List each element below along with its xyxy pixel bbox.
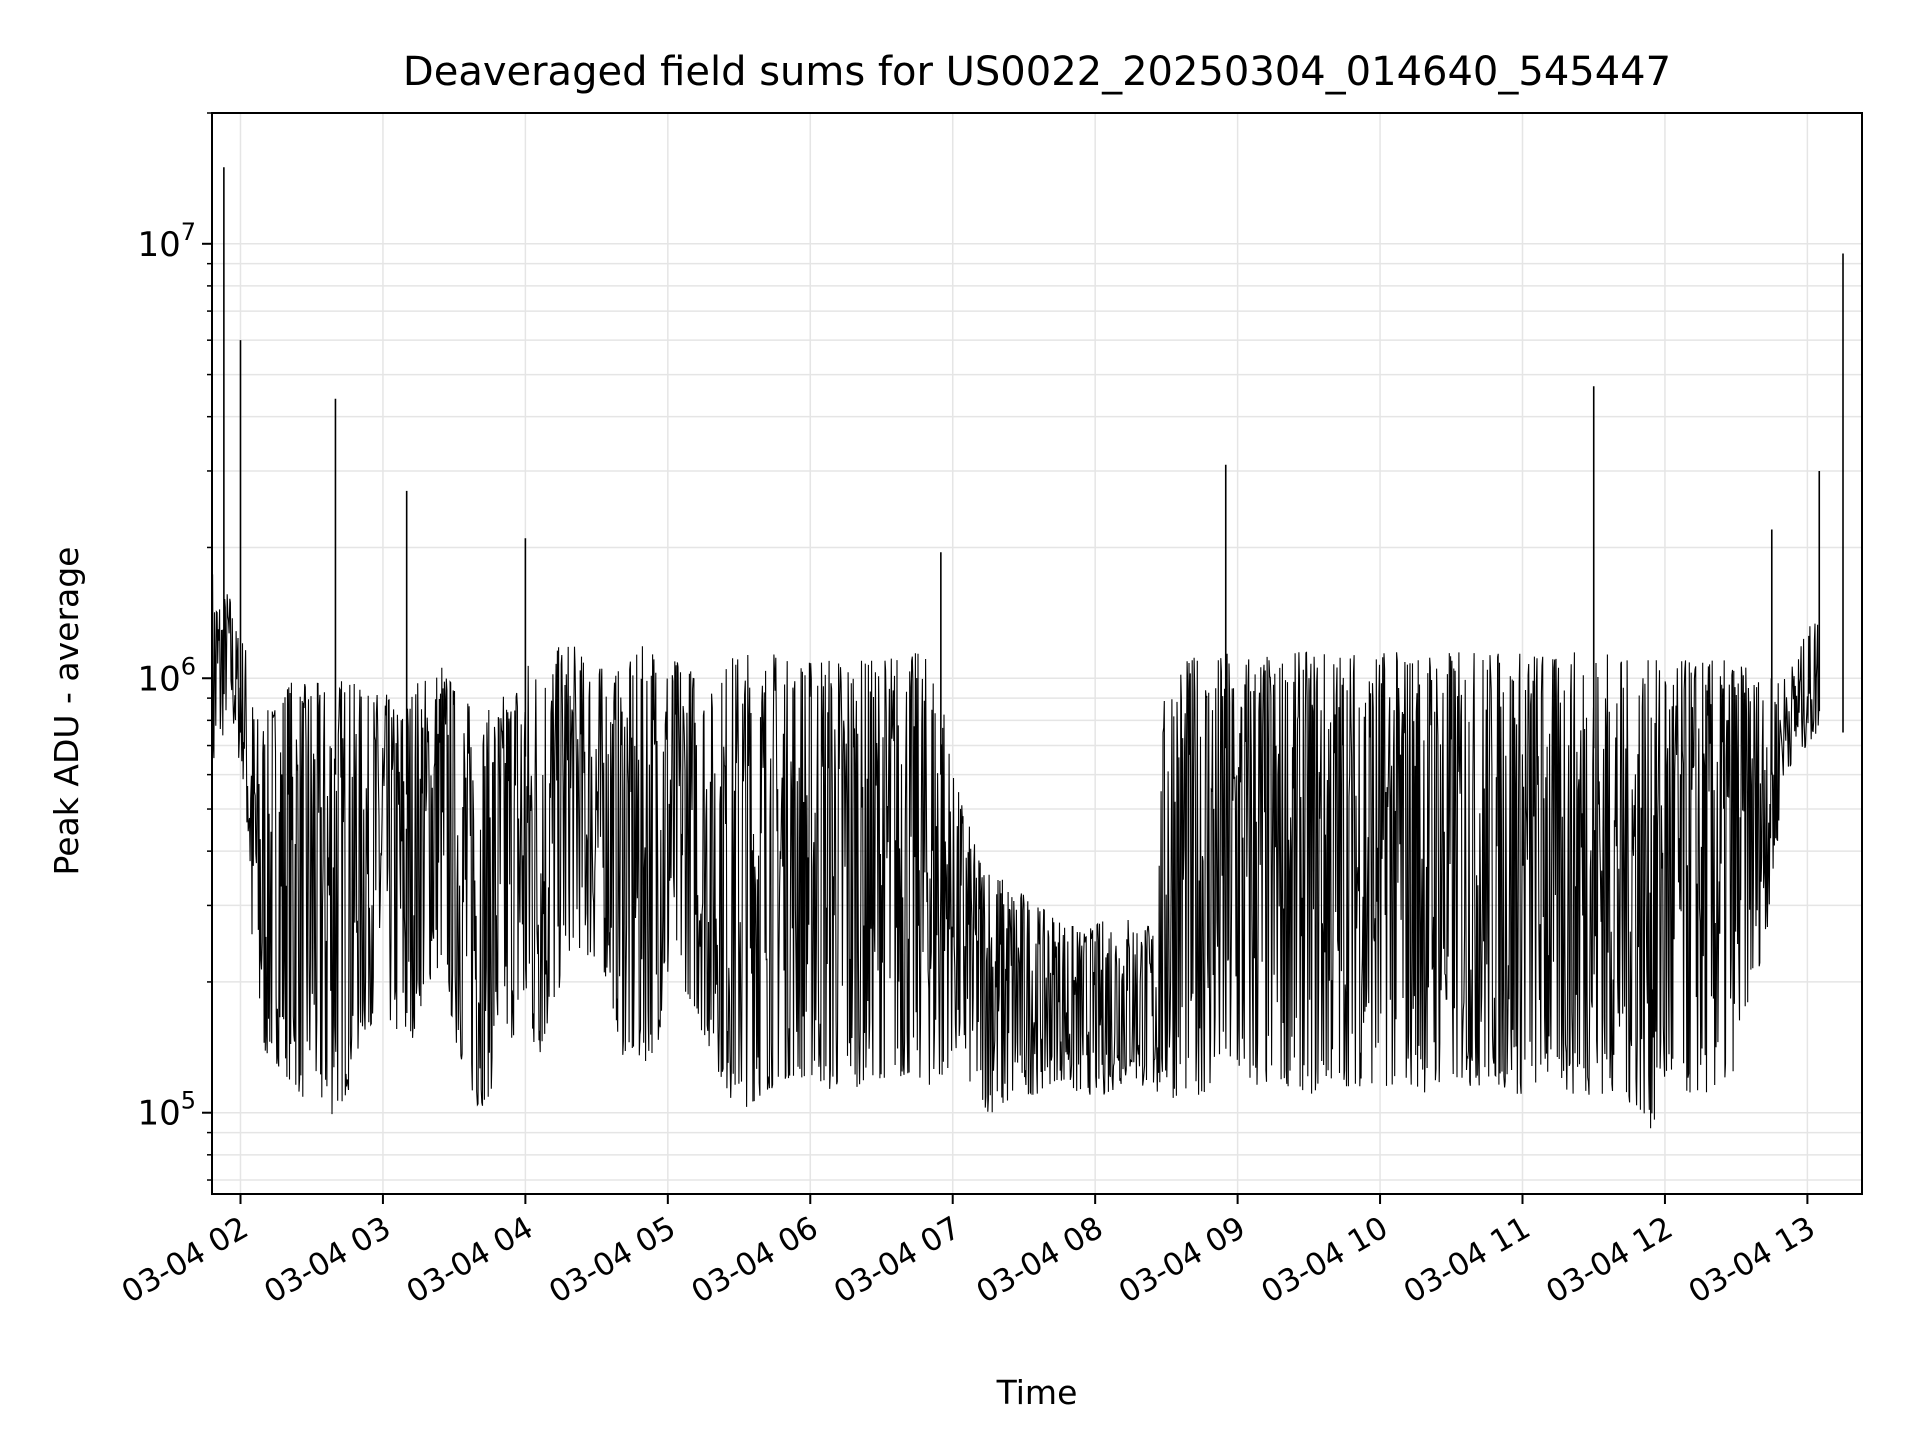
- y-axis-label: Peak ADU - average: [47, 547, 86, 876]
- chart-title: Deaveraged field sums for US0022_2025030…: [403, 49, 1671, 95]
- y-tick-label: 107: [137, 218, 196, 265]
- y-axis-ticks: 105 106 107: [137, 112, 212, 1181]
- data-series: [211, 167, 1844, 1129]
- series-line: [211, 574, 1820, 1129]
- y-tick-label: 106: [137, 652, 196, 699]
- plot-frame: [211, 112, 1863, 1195]
- y-tick-label: 105: [137, 1087, 196, 1134]
- x-axis-label: Time: [996, 1373, 1078, 1412]
